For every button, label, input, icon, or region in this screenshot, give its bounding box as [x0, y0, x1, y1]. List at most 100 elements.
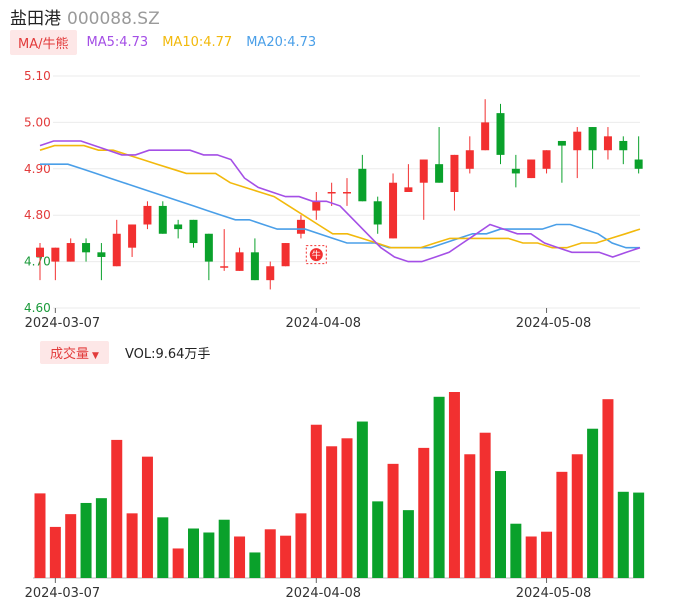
candle [343, 178, 351, 206]
candle-body [281, 243, 290, 267]
candle-body [220, 266, 229, 268]
candle [266, 261, 275, 290]
candle [573, 127, 582, 179]
volume-bar [34, 493, 46, 578]
volume-bar [157, 517, 169, 578]
y-tick-label: 4.90 [24, 162, 51, 176]
candle-body [404, 187, 413, 192]
price-y-axis: 5.10 5.00 4.90 4.80 4.70 4.60 [24, 69, 51, 315]
candle-body [97, 252, 106, 257]
candle [557, 140, 566, 183]
candle [542, 150, 551, 174]
candle-body [619, 140, 628, 151]
bull-marker: 牛 [305, 245, 327, 265]
candle [404, 164, 413, 192]
volume-bar [295, 513, 307, 578]
candle [189, 219, 198, 248]
candle [619, 136, 628, 165]
candle-body [266, 266, 275, 281]
candle-body [82, 243, 91, 253]
candle [51, 247, 60, 281]
candlestick-series [36, 99, 643, 290]
candle [250, 238, 259, 281]
candle [112, 219, 121, 267]
y-tick-label: 4.60 [24, 301, 51, 315]
ma20-legend: MA20:4.73 [246, 34, 317, 50]
candle-body [312, 201, 321, 211]
candle-body [358, 168, 367, 202]
volume-value: VOL:9.64万手 [124, 346, 211, 362]
candle [358, 154, 367, 202]
volume-bar [402, 510, 414, 578]
stock-code: 000088.SZ [67, 9, 160, 29]
candle [588, 127, 597, 169]
volume-legend: 成交量 ▼ VOL:9.64万手 [40, 340, 211, 364]
candle-body [343, 192, 351, 194]
candle-body [36, 247, 44, 257]
volume-bar [571, 454, 583, 578]
candle-body [588, 127, 597, 151]
candle-body [235, 252, 244, 271]
candle-body [542, 150, 551, 169]
y-tick-label: 4.70 [24, 255, 51, 269]
volume-bar [65, 514, 77, 578]
candle [527, 159, 536, 179]
ma20-line [40, 163, 640, 249]
volume-bar [218, 519, 230, 578]
candle [296, 215, 305, 239]
candle [235, 247, 244, 271]
x-tick-label: 2024-03-07 [25, 316, 101, 331]
volume-bar [479, 432, 491, 578]
candle-body [51, 247, 60, 262]
volume-bar [249, 552, 261, 578]
candle [158, 201, 167, 234]
volume-bar [525, 536, 537, 578]
candle [128, 224, 137, 257]
candle-body [389, 182, 398, 239]
volume-bar [602, 399, 614, 578]
volume-bar [617, 491, 629, 578]
candle-body [573, 131, 582, 151]
candle-body [158, 205, 167, 234]
candle [373, 196, 382, 234]
volume-bar [326, 446, 338, 578]
volume-toggle-button[interactable]: 成交量 ▼ [40, 340, 109, 364]
candle [327, 182, 336, 206]
ma-toggle-button[interactable]: MA/牛熊 [10, 29, 77, 55]
candle [204, 233, 213, 281]
ma-lines [39, 140, 641, 263]
x-tick-label: 2024-04-08 [286, 316, 362, 331]
candle-body [128, 224, 137, 248]
candle-body [296, 219, 305, 234]
ma5-line [39, 140, 641, 263]
candle [97, 243, 106, 281]
volume-bar [141, 456, 153, 578]
volume-bar [587, 428, 599, 578]
x-tick-label: 2024-05-08 [516, 316, 592, 331]
bull-marker-label: 牛 [312, 249, 321, 261]
ma5-legend: MA5:4.73 [86, 34, 149, 50]
candle [419, 159, 428, 220]
stock-title: 盐田港 000088.SZ [10, 4, 160, 29]
candle [36, 243, 44, 281]
candle [465, 136, 474, 174]
volume-bar [387, 463, 399, 578]
candle [281, 243, 290, 267]
candle [82, 238, 91, 262]
volume-bar [510, 523, 522, 578]
x-tick-label: 2024-05-08 [516, 586, 592, 601]
x-tick-label: 2024-03-07 [25, 586, 101, 601]
candle-body [496, 113, 505, 155]
volume-bar [495, 471, 506, 578]
y-tick-label: 4.80 [24, 208, 51, 222]
y-tick-label: 5.00 [24, 115, 51, 129]
candle-body [174, 224, 183, 230]
volume-bar [203, 532, 215, 578]
candle [389, 173, 398, 239]
volume-bar [126, 513, 138, 578]
candle [481, 99, 490, 151]
candle [143, 201, 152, 230]
volume-bar [310, 424, 322, 578]
stock-name: 盐田港 [10, 9, 61, 29]
